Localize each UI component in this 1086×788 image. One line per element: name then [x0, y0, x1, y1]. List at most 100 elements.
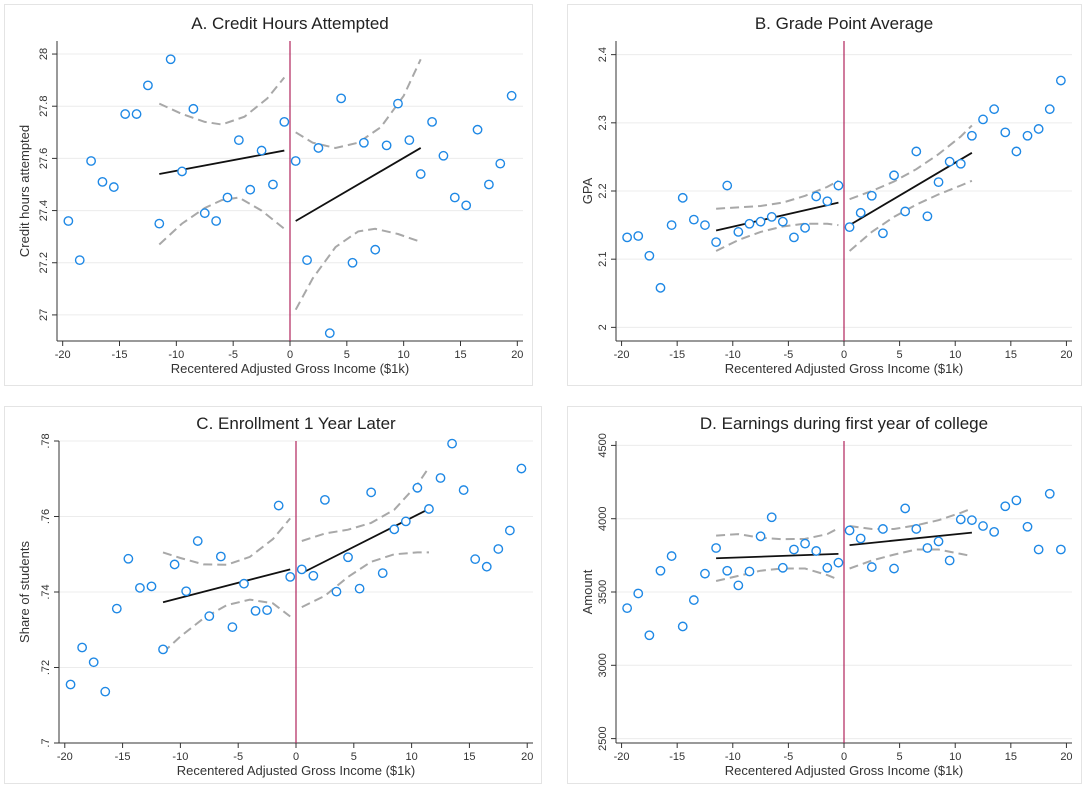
data-point [97, 176, 108, 187]
y-tick-label: 2.1 [597, 252, 609, 267]
data-point [844, 222, 855, 233]
ci-band [301, 466, 430, 542]
data-point [655, 282, 666, 293]
data-point [412, 482, 423, 493]
x-tick-label: 20 [1060, 349, 1072, 361]
data-point [677, 192, 688, 203]
x-tick-label: -5 [783, 349, 793, 361]
data-point [131, 109, 142, 119]
data-point [744, 566, 755, 577]
x-tick-label: -5 [228, 349, 238, 361]
data-point [250, 605, 261, 616]
panel-gpa: B. Grade Point Average -20 -15 -10 -5 0 5 10 15 2… [567, 4, 1082, 386]
data-point [777, 216, 788, 227]
data-point [143, 80, 153, 91]
data-point [123, 553, 134, 564]
data-point [633, 231, 644, 241]
x-tick-label: 15 [1005, 349, 1017, 361]
data-point [1044, 104, 1055, 115]
data-point [811, 191, 822, 202]
chart-title: B. Grade Point Average [755, 14, 933, 33]
x-tick-label: 15 [1005, 751, 1017, 763]
x-axis-label: Recentered Adjusted Gross Income ($1k) [725, 763, 963, 778]
data-point [688, 214, 699, 225]
y-tick-label: .76 [40, 509, 52, 524]
x-tick-label: 10 [405, 751, 417, 763]
x-tick-label: 0 [293, 751, 299, 763]
fit-line [849, 531, 972, 546]
fit-line [301, 508, 430, 574]
data-point [516, 463, 527, 474]
x-tick-label: 10 [949, 751, 961, 763]
chart-title: D. Earnings during first year of college [700, 414, 988, 433]
data-point [192, 536, 203, 546]
ci-band [848, 179, 973, 252]
data-point [470, 554, 481, 565]
chart-title: A. Credit Hours Attempted [191, 14, 388, 33]
x-tick-label: 20 [1060, 751, 1072, 763]
data-point [285, 571, 296, 582]
data-point [766, 212, 777, 222]
y-tick-label: .78 [40, 433, 52, 448]
data-point [169, 559, 180, 570]
y-tick-label: 2 [597, 324, 609, 330]
x-tick-label: -10 [725, 751, 741, 763]
data-point [233, 135, 244, 146]
data-point [622, 603, 633, 614]
fit-line [715, 201, 839, 232]
data-point [755, 531, 766, 542]
data-point [989, 526, 1000, 537]
fit-line [295, 147, 422, 222]
data-point [415, 169, 426, 179]
data-point [86, 156, 96, 166]
data-point [77, 642, 88, 653]
data-point [222, 192, 233, 203]
data-point [944, 555, 955, 566]
data-point [1033, 124, 1044, 134]
data-point [989, 104, 1000, 115]
x-tick-label: 10 [949, 349, 961, 361]
x-tick-label: 0 [841, 349, 847, 361]
y-tick-label: 27.4 [38, 200, 50, 221]
data-point [146, 581, 157, 592]
data-point [461, 200, 472, 211]
chart-title: C. Enrollment 1 Year Later [196, 414, 396, 433]
data-point [889, 563, 899, 574]
data-point [666, 220, 677, 230]
x-tick-label: -15 [115, 751, 131, 763]
ci-band [158, 196, 285, 246]
data-point [484, 179, 494, 190]
x-tick-label: 20 [521, 751, 533, 763]
y-tick-label: 2.4 [597, 47, 609, 62]
data-point [438, 150, 449, 161]
data-point [343, 552, 353, 563]
data-point [111, 603, 122, 614]
x-tick-label: 20 [511, 349, 523, 361]
data-point [688, 595, 699, 605]
x-tick-label: 5 [897, 349, 903, 361]
data-point [866, 562, 877, 572]
data-point [273, 500, 284, 511]
data-point [944, 156, 955, 167]
data-point [733, 580, 744, 591]
data-point [404, 135, 415, 146]
data-point [227, 622, 238, 633]
data-point [472, 124, 483, 135]
data-point [844, 525, 855, 536]
data-point [755, 216, 766, 227]
data-point [504, 525, 515, 536]
data-point [389, 524, 400, 535]
data-point [424, 504, 434, 514]
x-tick-label: -10 [172, 751, 188, 763]
data-point [644, 630, 655, 641]
data-point [268, 179, 278, 190]
data-point [447, 438, 457, 449]
y-axis-label: GPA [580, 177, 595, 204]
data-point [800, 222, 810, 233]
data-point [320, 494, 330, 505]
ci-band [715, 222, 839, 252]
data-point [324, 328, 335, 339]
data-point [158, 644, 168, 655]
data-point [1033, 544, 1044, 555]
x-axis-label: Recentered Adjusted Gross Income ($1k) [171, 361, 409, 376]
